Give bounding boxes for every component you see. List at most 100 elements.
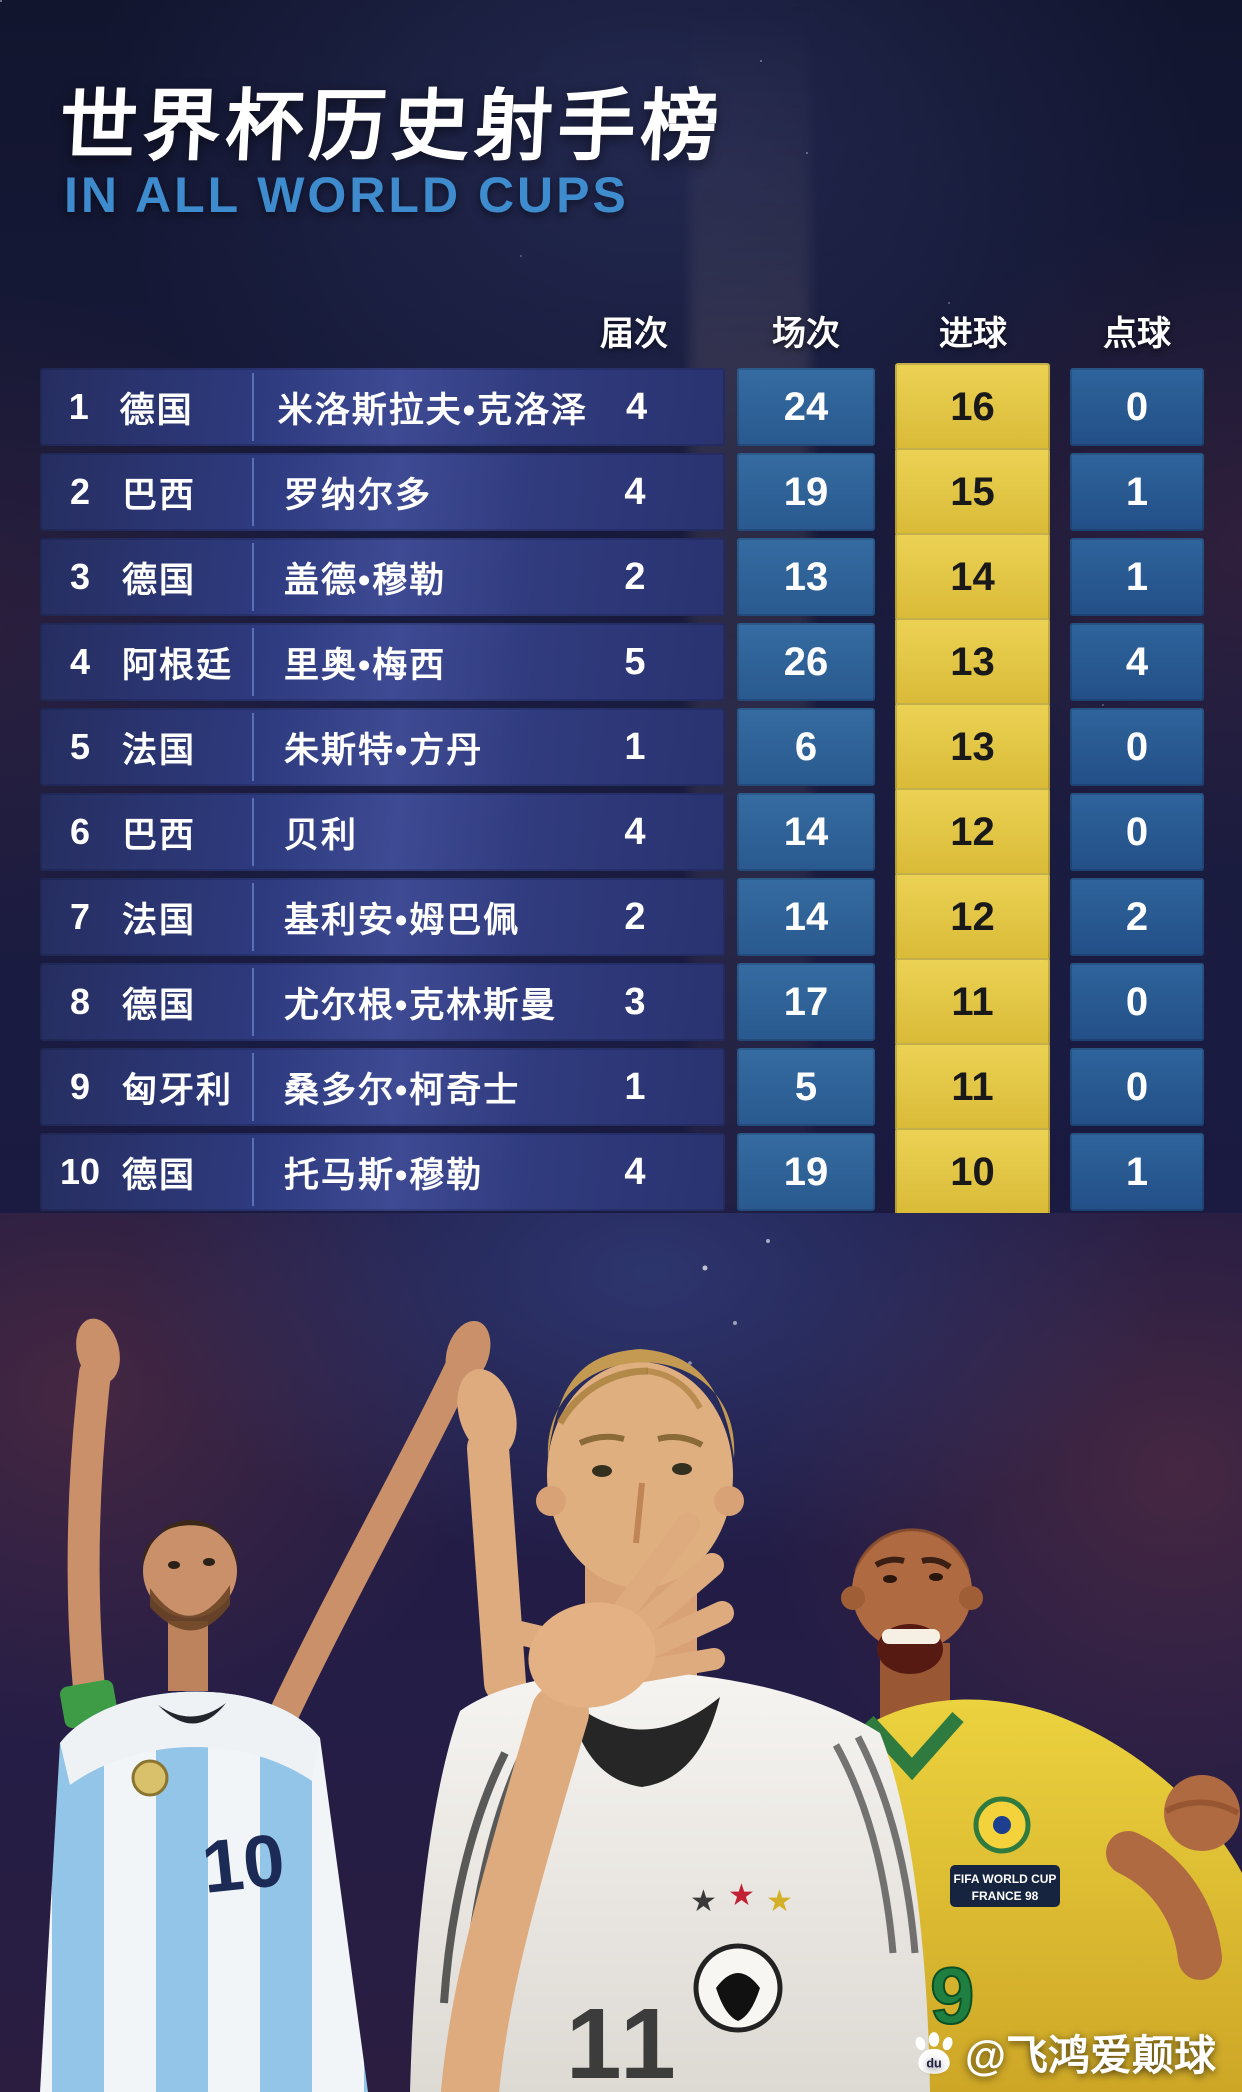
country-value: 法国: [122, 730, 197, 770]
center-player-forearm: [441, 1684, 589, 2092]
left-player-raised-arm-2: [260, 1348, 477, 1748]
rank-value: 10: [59, 1151, 101, 1192]
palm: [528, 1602, 656, 1708]
player-name: 里奥•梅西: [284, 645, 447, 685]
matches-cell: 19: [737, 453, 875, 531]
right-player-forearm: [1106, 1831, 1222, 1980]
player-cell: 4 阿根廷 里奥•梅西 5: [40, 623, 725, 701]
center-player-head: [547, 1362, 733, 1588]
jersey-star-2: ★: [728, 1879, 755, 1912]
player-cell: 7 法国 基利安•姆巴佩 2: [40, 878, 725, 956]
left-player-neck: [168, 1621, 208, 1691]
penalties-cell: 0: [1070, 708, 1204, 786]
rank-value: 1: [68, 386, 89, 427]
center-player-brow: [578, 1433, 625, 1446]
center-player-kiss-hand: [508, 1513, 734, 1708]
player-cell: 8 德国 尤尔根•克林斯曼 3: [40, 963, 725, 1041]
left-player-hand: [76, 1318, 120, 1384]
rank-value: 2: [69, 471, 91, 512]
tournaments-value: 4: [624, 810, 646, 853]
penalties-cell: 1: [1070, 538, 1204, 616]
tournaments-value: 4: [624, 1150, 646, 1193]
penalties-cell: 0: [1070, 1048, 1204, 1126]
goals-cell: 14: [895, 533, 1050, 621]
right-player-eye: [883, 1575, 897, 1583]
rank-value: 4: [69, 641, 91, 682]
goals-cell: 12: [895, 873, 1050, 961]
center-player-eye: [592, 1465, 612, 1477]
penalties-cell: 0: [1070, 368, 1204, 446]
rank-value: 6: [69, 811, 91, 852]
matches-cell: 17: [737, 963, 875, 1041]
jersey-star-1: ★: [690, 1885, 717, 1918]
paw-icon-text: du: [926, 2056, 941, 2070]
table-row: 4 阿根廷 里奥•梅西 5 26 13 4: [40, 618, 1204, 706]
players-photo-illustration: 10 FIFA WO: [0, 1213, 1242, 2092]
left-player-hand-2: [445, 1320, 491, 1386]
left-player-eye: [168, 1561, 180, 1569]
country-value: 德国: [122, 1155, 197, 1195]
left-player-beard: [150, 1585, 230, 1631]
player-cell: 5 法国 朱斯特•方丹 1: [40, 708, 725, 786]
right-player-green-collar: [862, 1712, 964, 1781]
goals-cell: 11: [895, 1043, 1050, 1131]
baidu-paw-icon: du: [915, 2031, 953, 2074]
table-row: 9 匈牙利 桑多尔•柯奇士 1 5 11 0: [40, 1043, 1204, 1131]
player-name: 罗纳尔多: [284, 475, 433, 515]
matches-cell: 24: [737, 368, 875, 446]
watermark: du @飞鸿爱颠球: [911, 2022, 1216, 2083]
right-player-eye-2: [929, 1573, 943, 1581]
tournaments-value: 1: [624, 725, 646, 768]
rank-value: 9: [69, 1066, 91, 1107]
country-value: 匈牙利: [122, 1070, 234, 1110]
goals-cell: 12: [895, 788, 1050, 876]
matches-cell: 19: [737, 1133, 875, 1211]
center-player-brow-2: [657, 1434, 704, 1448]
header-goals: 进球: [939, 315, 1007, 353]
header-matches: 场次: [772, 315, 840, 353]
tournaments-value: 2: [624, 895, 646, 938]
rank-value: 7: [69, 896, 91, 937]
rank-value: 3: [69, 556, 91, 597]
matches-cell: 5: [737, 1048, 875, 1126]
player-name: 尤尔根•克林斯曼: [284, 985, 558, 1025]
goals-cell: 16: [895, 363, 1050, 451]
country-value: 德国: [122, 985, 197, 1025]
center-player-nose: [633, 1482, 645, 1544]
player-name: 盖德•穆勒: [284, 560, 447, 600]
left-player-number: 10: [198, 1818, 289, 1909]
player-cell: 3 德国 盖德•穆勒 2: [40, 538, 725, 616]
penalties-cell: 1: [1070, 1133, 1204, 1211]
center-player-collar: [568, 1697, 720, 1787]
matches-cell: 6: [737, 708, 875, 786]
player-name: 米洛斯拉夫•克洛泽: [277, 390, 589, 430]
center-player-raised-arm: [467, 1427, 526, 1704]
header-penalties: 点球: [1103, 315, 1171, 353]
goals-cell: 13: [895, 618, 1050, 706]
tournaments-value: 5: [624, 640, 646, 683]
penalties-cell: 0: [1070, 793, 1204, 871]
page-subtitle: IN ALL WORLD CUPS: [64, 167, 629, 223]
player-name: 托马斯•穆勒: [284, 1155, 484, 1195]
right-player-teeth: [882, 1629, 940, 1644]
player-name: 基利安•姆巴佩: [284, 900, 521, 940]
penalties-cell: 1: [1070, 453, 1204, 531]
right-player-fist-lines: [1164, 1799, 1240, 1816]
right-player-fist: [1164, 1775, 1240, 1851]
goals-cell: 13: [895, 703, 1050, 791]
table-row: 8 德国 尤尔根•克林斯曼 3 17 11 0: [40, 958, 1204, 1046]
penalties-cell: 2: [1070, 878, 1204, 956]
right-player-number: 9: [930, 1951, 975, 2040]
center-player-raised-palm: [457, 1369, 517, 1457]
left-player-collar: [158, 1703, 226, 1724]
right-player-brow-2: [921, 1556, 952, 1570]
country-value: 德国: [122, 560, 197, 600]
penalties-cell: 4: [1070, 623, 1204, 701]
country-value: 法国: [122, 900, 197, 940]
country-value: 阿根廷: [122, 645, 234, 685]
country-value: 巴西: [122, 815, 197, 855]
tournaments-value: 2: [624, 555, 646, 598]
table-row: 1 德国 米洛斯拉夫•克洛泽 4 24 16 0: [40, 363, 1204, 451]
tournaments-value: 4: [625, 385, 648, 428]
goals-cell: 11: [895, 958, 1050, 1046]
